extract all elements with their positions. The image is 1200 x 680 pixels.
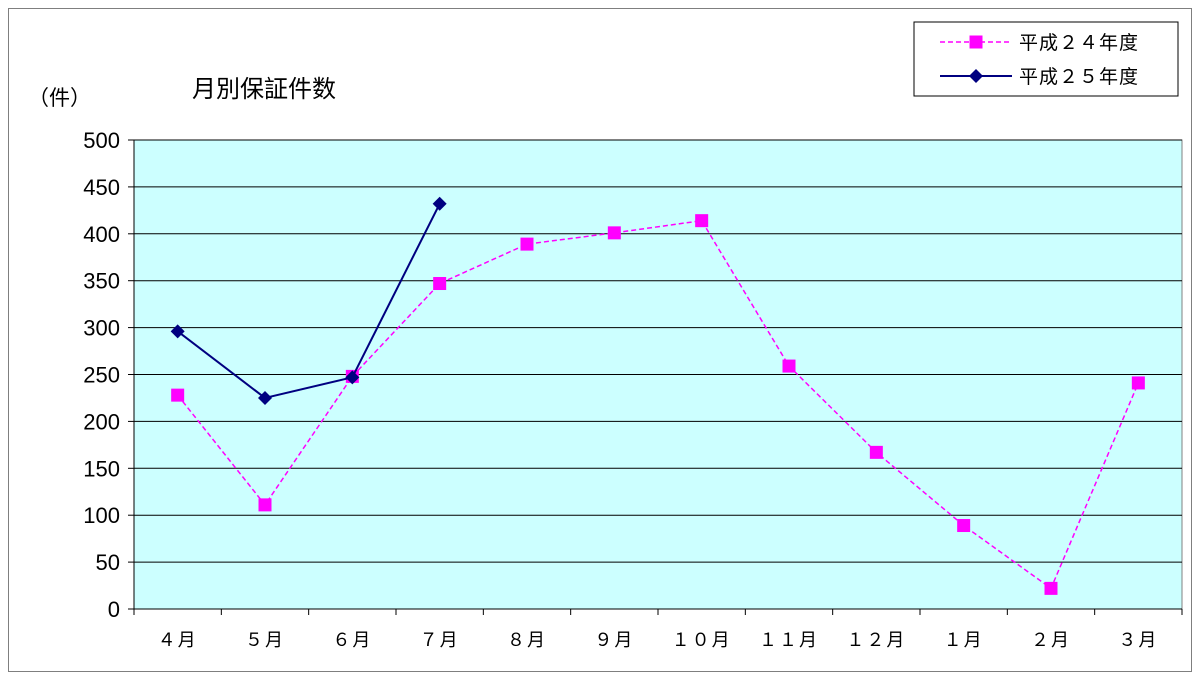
y-tick-label: 350 [83,269,120,294]
series-1-point-８月 [520,237,534,251]
y-tick-label: 150 [83,456,120,481]
x-tick-label: ２月 [1031,630,1071,650]
x-tick-label: １月 [944,630,984,650]
x-tick-label: ４月 [158,630,198,650]
y-tick-label: 100 [83,503,120,528]
y-tick-label: 450 [83,175,120,200]
series-2-point-７月 [432,196,447,211]
y-tick-label: 0 [108,597,120,622]
x-tick-label: １１月 [759,630,819,650]
legend-item-2: 平成２５年度 [940,66,1139,88]
y-axis-unit-label: （件） [28,87,91,110]
x-tick-label: １２月 [846,630,906,650]
series-1-point-１０月 [695,214,709,228]
y-tick-label: 400 [83,222,120,247]
series-1-point-９月 [607,226,621,240]
x-tick-label: １０月 [672,630,732,650]
series-2-line [177,203,441,400]
series-1-line [177,219,1140,590]
x-tick-label: ５月 [245,630,285,650]
legend-swatch-marker [969,35,983,49]
series-layer [170,196,1145,595]
x-tick-label: ６月 [332,630,372,650]
y-tick-label: 50 [96,550,120,575]
y-axis-tick-labels: 0 50 100 150 200 250 300 350 400 450 500 [83,128,120,622]
x-tick-label: ７月 [420,630,460,650]
x-axis-tick-labels: ４月 ５月 ６月 ７月 ８月 ９月 １０月 １１月 １２月 １月 ２月 ３月 [158,630,1158,650]
series-1-point-１２月 [869,445,883,459]
series-2 [170,196,447,405]
series-1-point-７月 [433,277,447,291]
legend-label: 平成２４年度 [1019,32,1139,54]
legend-item-1: 平成２４年度 [940,32,1139,54]
x-tick-label: ９月 [594,630,634,650]
legend-label: 平成２５年度 [1019,66,1139,88]
series-1-point-１月 [957,519,971,533]
series-1-point-５月 [258,498,272,512]
series-1-point-３月 [1131,376,1145,390]
x-tick-label: ３月 [1118,630,1158,650]
y-tick-label: 200 [83,409,120,434]
legend-box [913,21,1179,97]
legend-swatch-marker [969,69,983,83]
y-tick-label: 300 [83,316,120,341]
gridlines [128,139,1182,610]
series-2-point-６月 [345,370,360,385]
series-2-point-５月 [258,390,272,405]
series-1-point-２月 [1044,581,1058,595]
y-tick-label: 500 [83,128,120,153]
series-1-point-１１月 [782,359,796,373]
y-tick-label: 250 [83,363,120,388]
x-tick-label: ８月 [507,630,547,650]
series-1-point-４月 [171,388,185,402]
series-2-point-４月 [170,324,185,339]
chart-title: 月別保証件数 [192,76,336,103]
axes [133,140,1183,615]
